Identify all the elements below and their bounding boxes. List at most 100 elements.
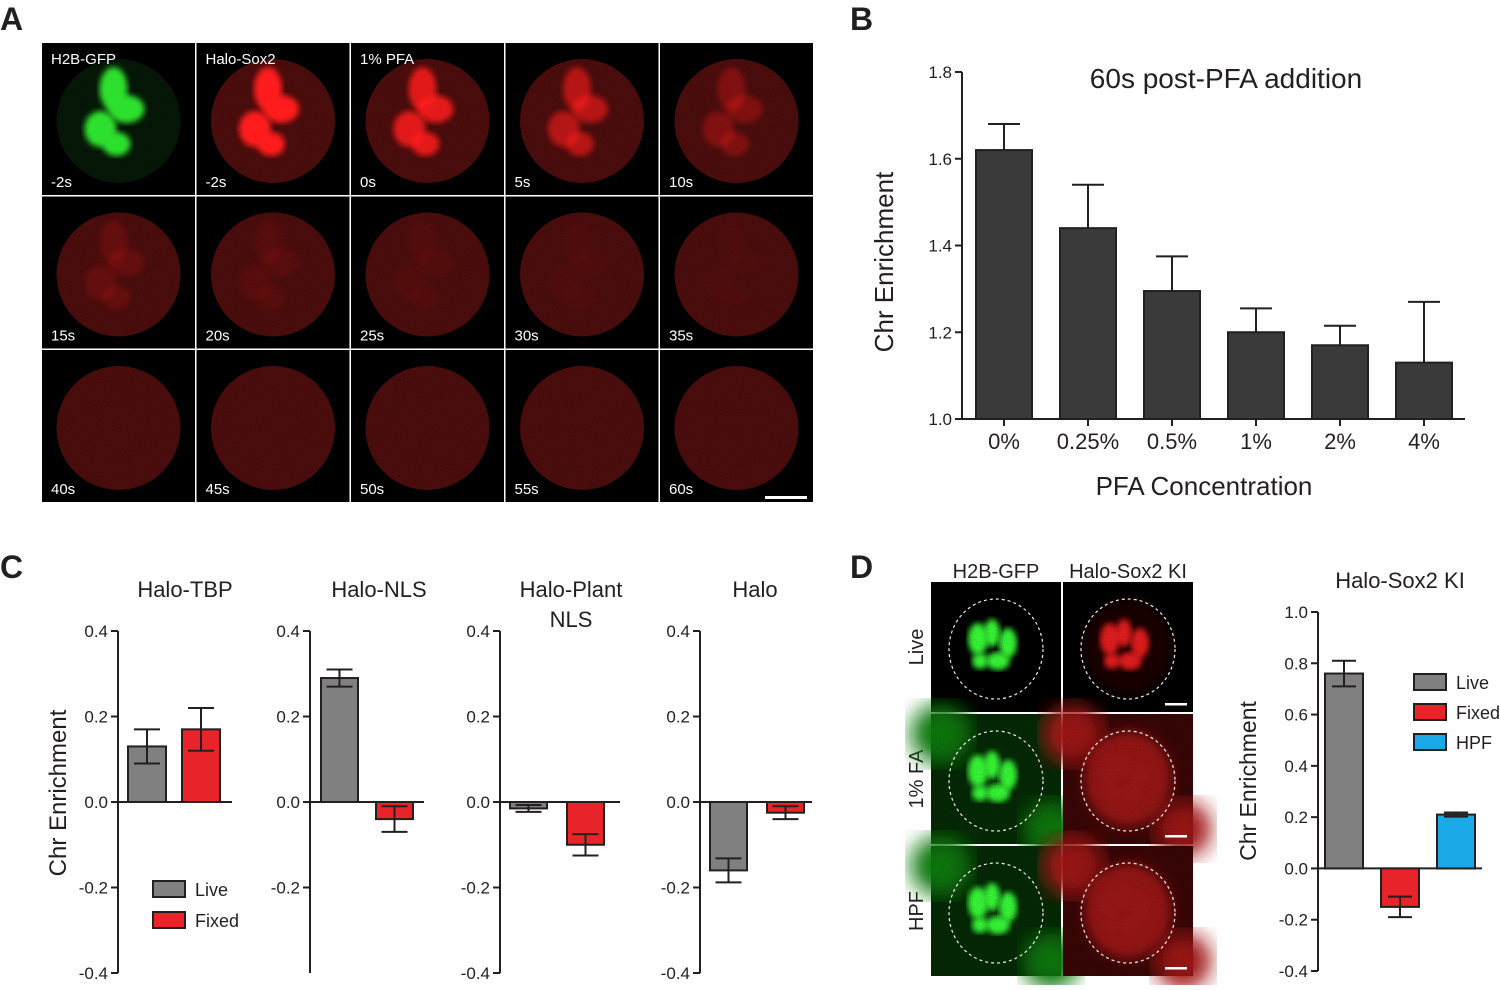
chromosome-signal bbox=[720, 132, 749, 156]
timelapse-tile: 30s bbox=[505, 196, 659, 349]
tile-time-label: 5s bbox=[515, 174, 531, 191]
timelapse-tile: 55s bbox=[505, 350, 659, 502]
bar bbox=[1059, 227, 1117, 420]
y-axis-label: Chr Enrichment bbox=[869, 171, 899, 352]
tile-channel-label: H2B-GFP bbox=[51, 51, 116, 68]
tile-time-label: -2s bbox=[206, 174, 227, 191]
timelapse-tile: 60s bbox=[660, 350, 813, 502]
y-tick-label: 1.6 bbox=[928, 150, 952, 169]
tile-time-label: 20s bbox=[206, 328, 230, 345]
x-tick-label: 0.25% bbox=[1057, 429, 1119, 454]
bar bbox=[1227, 331, 1285, 420]
y-tick-label: -0.2 bbox=[271, 879, 300, 898]
y-tick-label: 1.4 bbox=[928, 237, 952, 256]
image-tile bbox=[1063, 582, 1193, 712]
scale-bar bbox=[1165, 835, 1187, 838]
chart-d-halo-sox2-ki: -0.4 -0.2 0.0 0.2 0.4 0.6 0.8 1.0 Halo-Sox2 KI Ch… bbox=[1235, 568, 1500, 981]
legend-label: Live bbox=[195, 880, 228, 900]
y-tick-label: 0.2 bbox=[1284, 808, 1308, 827]
chromosome-signal bbox=[257, 132, 285, 156]
noise-overlay bbox=[660, 196, 813, 349]
y-tick-label: -0.2 bbox=[79, 879, 108, 898]
y-tick-label: 0.2 bbox=[466, 708, 490, 727]
y-tick-label: -0.2 bbox=[1279, 911, 1308, 930]
noise-overlay bbox=[505, 196, 659, 349]
chromosome-signal bbox=[102, 132, 131, 156]
panel-letter-b: B bbox=[850, 1, 873, 37]
y-tick-label: 0.0 bbox=[84, 793, 108, 812]
chromosome-signal bbox=[263, 248, 299, 277]
chromosome-signal bbox=[417, 95, 454, 123]
bar bbox=[975, 149, 1033, 420]
timelapse-tile: 5s bbox=[505, 43, 659, 195]
tile-channel-label: 1% PFA bbox=[360, 51, 414, 68]
y-tick-label: 1.8 bbox=[928, 63, 952, 82]
y-tick-label: 0.4 bbox=[84, 622, 108, 641]
panel-letter-a: A bbox=[0, 1, 23, 37]
noise-overlay bbox=[1063, 582, 1193, 712]
image-tile bbox=[931, 582, 1061, 712]
chromosome-signal bbox=[726, 95, 763, 123]
noise-overlay bbox=[196, 350, 350, 502]
y-tick-label: 1.0 bbox=[928, 410, 952, 429]
timelapse-tile: 20s bbox=[196, 196, 350, 349]
chart-title: Halo-TBP bbox=[137, 577, 232, 602]
x-tick-label: 2% bbox=[1324, 429, 1356, 454]
tile-time-label: 10s bbox=[669, 174, 693, 191]
y-tick-label: 0.8 bbox=[1284, 654, 1308, 673]
chart-title: 60s post-PFA addition bbox=[1090, 63, 1362, 94]
y-tick-label: 0.4 bbox=[466, 622, 490, 641]
chart-title: Halo-Plant bbox=[520, 577, 623, 602]
timelapse-tile: 1% PFA 0s bbox=[351, 43, 504, 195]
y-tick-label: -0.4 bbox=[1279, 962, 1308, 981]
noise-overlay bbox=[505, 350, 659, 502]
y-tick-label: 0.2 bbox=[666, 708, 690, 727]
y-tick-label: 0.0 bbox=[1284, 859, 1308, 878]
y-tick-label: 0.2 bbox=[276, 708, 300, 727]
chromosome-signal bbox=[411, 285, 440, 310]
legend-swatch bbox=[1413, 703, 1447, 721]
chart-b-pfa-concentration: 1.0 1.2 1.4 1.6 1.8 0% 0.25% 0.5% 1% 2% 4% 60s post… bbox=[869, 63, 1465, 501]
image-column-label: Halo-Sox2 KI bbox=[1069, 561, 1187, 583]
y-axis-label: Chr Enrichment bbox=[1235, 701, 1261, 861]
tile-time-label: 45s bbox=[206, 481, 230, 498]
image-column-label: H2B-GFP bbox=[953, 561, 1040, 583]
legend-swatch bbox=[152, 911, 186, 929]
chart-c-halo: -0.4 -0.2 0.0 0.2 0.4 Halo bbox=[661, 577, 812, 983]
chromosome-signal bbox=[572, 95, 608, 123]
noise-overlay bbox=[931, 846, 1061, 976]
legend-swatch bbox=[152, 880, 186, 898]
y-tick-label: 0.0 bbox=[466, 793, 490, 812]
chromosome-signal bbox=[417, 248, 454, 277]
chart-c-halo-tbp: -0.4 -0.2 0.0 0.2 0.4 Halo-TBP Chr Enrichment L… bbox=[45, 577, 239, 983]
noise-overlay bbox=[351, 350, 504, 502]
y-tick-label: 1.2 bbox=[928, 323, 952, 342]
tile-time-label: 55s bbox=[515, 481, 539, 498]
legend-label: Fixed bbox=[195, 911, 239, 931]
x-axis-label: PFA Concentration bbox=[1096, 471, 1313, 501]
image-row-label: Live bbox=[906, 629, 928, 666]
chromosome-signal bbox=[411, 132, 440, 156]
tile-channel-label: Halo-Sox2 bbox=[206, 51, 276, 68]
noise-overlay bbox=[42, 350, 195, 502]
timelapse-tile: 15s bbox=[42, 196, 195, 349]
tile-time-label: 50s bbox=[360, 481, 384, 498]
y-tick-label: 0.0 bbox=[276, 793, 300, 812]
timelapse-tile: H2B-GFP -2s bbox=[42, 43, 195, 195]
noise-overlay bbox=[1063, 846, 1193, 976]
y-tick-label: 0.4 bbox=[666, 622, 690, 641]
tile-time-label: 0s bbox=[360, 174, 376, 191]
legend-label: Live bbox=[1456, 673, 1489, 693]
y-tick-label: -0.4 bbox=[79, 964, 108, 983]
noise-overlay bbox=[1063, 714, 1193, 844]
noise-overlay bbox=[931, 714, 1061, 844]
chromosome-signal bbox=[108, 248, 145, 277]
timelapse-tile: 10s bbox=[660, 43, 813, 195]
image-tile bbox=[1043, 704, 1211, 857]
y-tick-label: 0.6 bbox=[1284, 706, 1308, 725]
chart-c-halo-nls: -0.2 0.0 0.2 0.4 Halo-NLS bbox=[271, 577, 427, 973]
tile-time-label: -2s bbox=[51, 174, 72, 191]
timelapse-tile: 40s bbox=[42, 350, 195, 502]
x-tick-label: 1% bbox=[1240, 429, 1272, 454]
